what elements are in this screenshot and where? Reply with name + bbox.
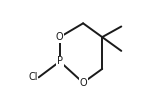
Text: O: O	[79, 78, 87, 88]
Text: O: O	[56, 32, 64, 42]
Text: Cl: Cl	[28, 72, 38, 82]
Text: P: P	[57, 56, 63, 66]
